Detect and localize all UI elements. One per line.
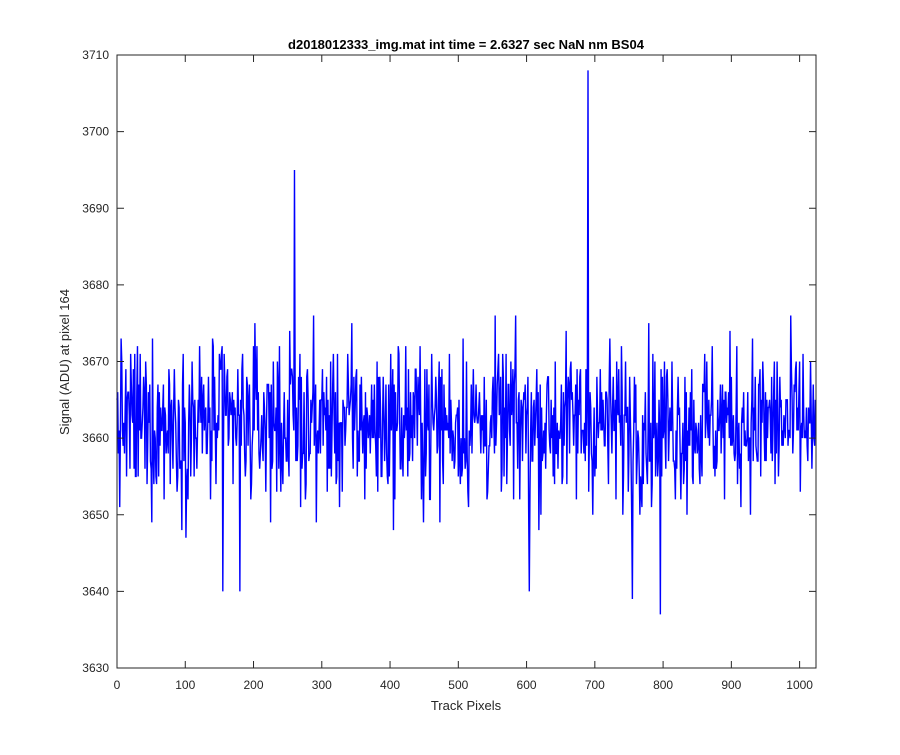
- x-axis: 0 100 200 300 400 500 600 700 800 900 1000: [114, 55, 813, 692]
- y-tick-label: 3660: [82, 431, 109, 445]
- y-tick-label: 3700: [82, 125, 109, 139]
- x-tick-label: 800: [653, 678, 673, 692]
- x-tick-label: 700: [585, 678, 605, 692]
- x-tick-label: 200: [244, 678, 264, 692]
- x-tick-label: 500: [448, 678, 468, 692]
- series-line: [116, 70, 817, 615]
- chart-title: d2018012333_img.mat int time = 2.6327 se…: [288, 37, 645, 52]
- y-tick-label: 3710: [82, 48, 109, 62]
- y-tick-label: 3670: [82, 355, 109, 369]
- x-tick-label: 0: [114, 678, 121, 692]
- y-axis: 3630 3640 3650 3660 3670 3680 3690 3700 3710: [82, 48, 816, 675]
- x-tick-label: 300: [312, 678, 332, 692]
- series-layer: [116, 70, 817, 615]
- x-tick-label: 400: [380, 678, 400, 692]
- y-axis-label: Signal (ADU) at pixel 164: [57, 289, 72, 435]
- y-tick-label: 3690: [82, 201, 109, 215]
- x-tick-label: 900: [721, 678, 741, 692]
- y-tick-label: 3630: [82, 661, 109, 675]
- y-tick-label: 3640: [82, 584, 109, 598]
- x-tick-label: 600: [517, 678, 537, 692]
- y-tick-label: 3650: [82, 508, 109, 522]
- x-axis-label: Track Pixels: [431, 698, 502, 713]
- y-tick-label: 3680: [82, 278, 109, 292]
- x-tick-label: 100: [175, 678, 195, 692]
- x-tick-label: 1000: [786, 678, 813, 692]
